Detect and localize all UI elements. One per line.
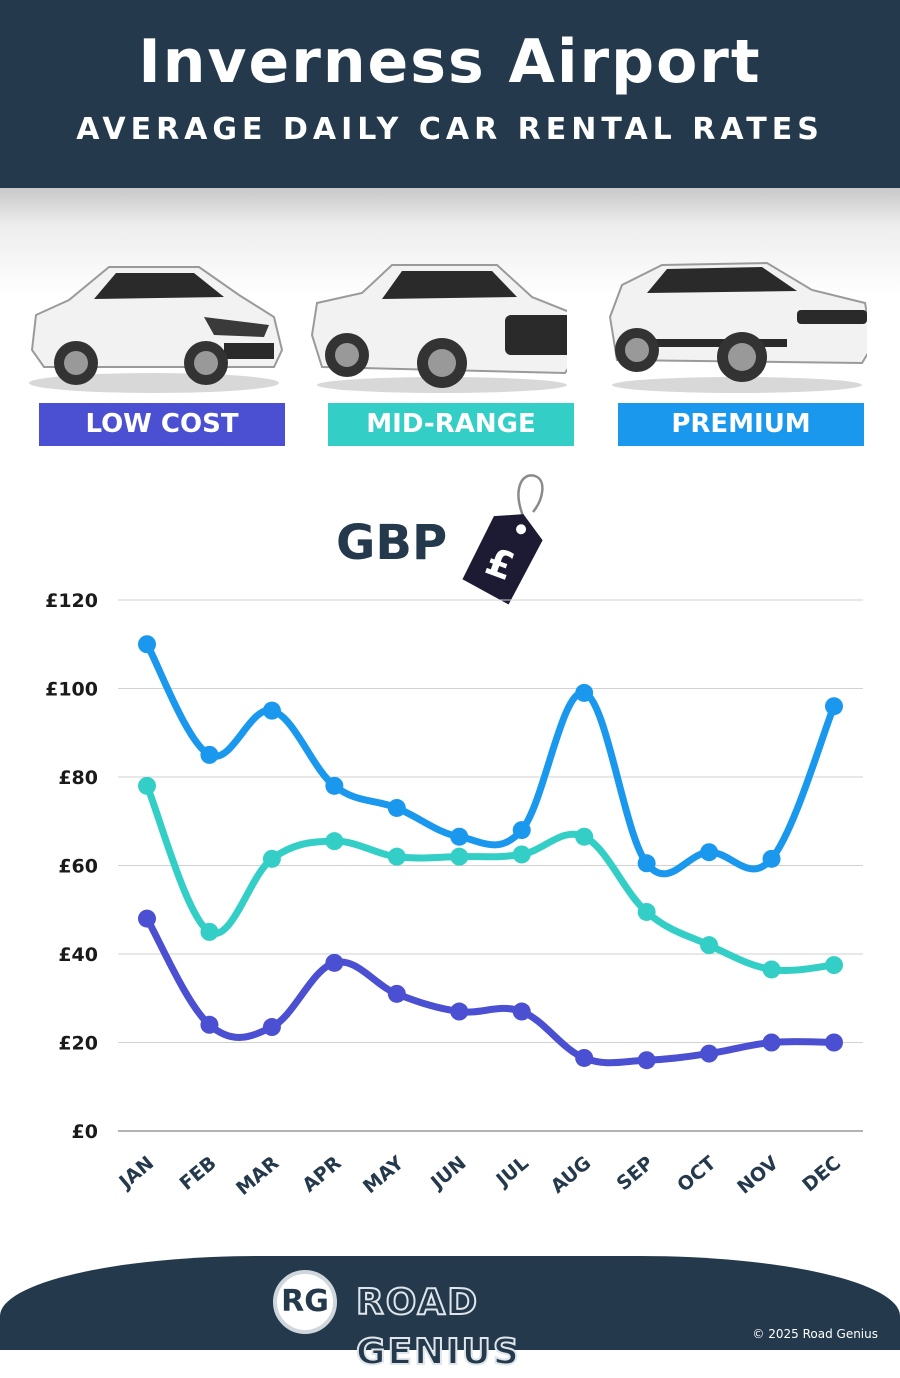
data-point [512,845,531,864]
y-tick-label: £100 [45,679,98,701]
y-axis: £0 £20 £40 £60 £80 £100 £120 [45,590,98,1143]
road-genius-logo: RG [273,1270,337,1334]
brand-name: ROAD GENIUS [355,1281,521,1374]
series-line-premium [143,640,838,878]
data-point [700,936,719,955]
series-line-mid-range [143,782,838,974]
y-tick-label: £40 [58,944,98,966]
data-point [825,697,843,716]
x-tick-label: NOV [733,1152,783,1199]
data-point [825,956,843,975]
x-tick-label: SEP [613,1152,658,1195]
legend-mid-range: MID-RANGE [328,403,574,446]
y-tick-label: £0 [72,1121,98,1143]
legend-premium: PREMIUM [618,403,864,446]
x-tick-label: JUL [491,1152,533,1192]
data-point [138,776,156,795]
currency-label: GBP [336,515,448,571]
x-tick-label: MAY [359,1152,408,1198]
data-point [450,1002,469,1021]
data-point [575,683,594,702]
rental-rate-chart: £0 £20 £40 £60 £80 £100 £120 JAN FEB MAR APR MAY JU… [45,590,863,1200]
x-tick-label: OCT [673,1152,720,1197]
data-point [512,821,531,840]
copyright: © 2025 Road Genius [752,1327,878,1341]
chart-lines [138,635,843,1070]
data-point [762,849,781,868]
data-point [138,909,156,928]
y-tick-label: £120 [45,590,98,612]
data-point [387,984,406,1003]
data-point [138,635,156,654]
data-point [387,847,406,866]
data-point [512,1002,531,1021]
data-point [637,854,656,873]
data-point [700,1044,719,1063]
data-point [637,902,656,921]
data-point [325,776,344,795]
data-point [450,827,469,846]
footer [0,1256,900,1350]
header: Inverness Airport AVERAGE DAILY CAR RENT… [0,0,900,188]
data-point [387,798,406,817]
page-subtitle: AVERAGE DAILY CAR RENTAL RATES [76,112,824,147]
suv-car-icon [310,264,567,393]
x-axis: JAN FEB MAR APR MAY JUN JUL AUG SEP OCT NOV DEC [114,1152,846,1200]
x-tick-label: MAR [232,1152,283,1200]
premium-suv-car-icon [608,261,867,393]
data-point [825,1033,843,1052]
price-tag-icon: £ [462,474,544,605]
data-point [637,1051,656,1070]
data-point [450,847,469,866]
data-point [575,827,594,846]
data-point [200,745,219,764]
data-point [200,1015,219,1034]
hatchback-car-icon [29,266,284,393]
data-point [325,832,344,851]
data-point [700,843,719,862]
x-tick-label: APR [298,1152,346,1197]
y-tick-label: £20 [58,1033,98,1055]
x-tick-label: FEB [176,1152,221,1195]
series-line-low-cost [143,915,838,1067]
x-tick-label: AUG [547,1152,596,1198]
data-point [762,960,781,979]
data-point [262,1018,281,1037]
legend-low-cost: LOW COST [39,403,285,446]
x-tick-label: JAN [114,1152,159,1194]
data-point [262,701,281,720]
page-title: Inverness Airport [138,27,762,97]
x-tick-label: JUN [425,1152,470,1195]
data-point [325,953,344,972]
y-tick-label: £80 [58,767,98,789]
data-point [762,1033,781,1052]
y-tick-label: £60 [58,856,98,878]
data-point [575,1048,594,1067]
data-point [200,922,219,941]
data-point [262,849,281,868]
x-tick-label: DEC [798,1152,845,1196]
